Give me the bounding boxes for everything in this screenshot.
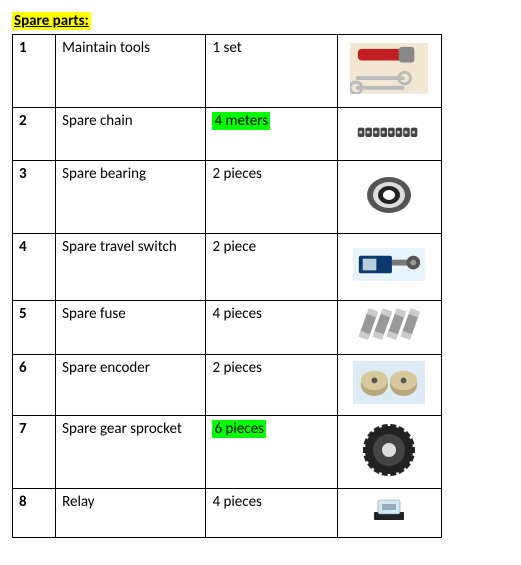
part-image-cell [337, 161, 441, 234]
row-number: 3 [13, 161, 56, 234]
chain-icon [354, 119, 424, 145]
part-image-cell [337, 489, 441, 538]
part-quantity: 4 pieces [212, 493, 261, 511]
table-row: 5Spare fuse 4 pieces [13, 301, 442, 355]
row-number: 6 [13, 355, 56, 416]
row-number: 4 [13, 234, 56, 301]
sprocket-icon [358, 422, 420, 478]
part-image-cell [337, 301, 441, 355]
table-row: 6Spare encoder 2 pieces [13, 355, 442, 416]
switch-icon [353, 248, 425, 282]
part-quantity: 2 pieces [212, 165, 261, 183]
part-quantity: 4 pieces [212, 305, 261, 323]
part-quantity-cell: 6 pieces [206, 416, 337, 489]
part-quantity-cell: 4 pieces [206, 489, 337, 538]
part-name: Spare encoder [56, 355, 206, 416]
part-image-cell [337, 35, 441, 108]
part-name: Spare chain [56, 108, 206, 161]
bearing-icon [361, 173, 417, 217]
part-quantity: 4 meters [212, 112, 270, 130]
tools-icon [350, 43, 428, 95]
part-quantity: 1 set [212, 39, 241, 57]
encoder-icon [353, 361, 425, 405]
table-row: 2Spare chain 4 meters [13, 108, 442, 161]
part-quantity: 6 pieces [212, 420, 265, 438]
part-name: Spare bearing [56, 161, 206, 234]
part-quantity: 2 piece [212, 238, 256, 256]
part-name: Spare fuse [56, 301, 206, 355]
table-row: 8Relay 4 pieces [13, 489, 442, 538]
row-number: 7 [13, 416, 56, 489]
part-quantity-cell: 2 pieces [206, 355, 337, 416]
part-quantity: 2 pieces [212, 359, 261, 377]
part-image-cell [337, 108, 441, 161]
part-name: Maintain tools [56, 35, 206, 108]
fuse-icon [357, 305, 421, 345]
spare-parts-table: 1Maintain tools 1 set 2Spare chain 4 meter… [12, 34, 442, 538]
row-number: 2 [13, 108, 56, 161]
row-number: 5 [13, 301, 56, 355]
spare-parts-heading: Spare parts: [12, 12, 91, 30]
part-quantity-cell: 2 pieces [206, 161, 337, 234]
row-number: 8 [13, 489, 56, 538]
table-row: 3Spare bearing 2 pieces [13, 161, 442, 234]
row-number: 1 [13, 35, 56, 108]
relay-icon [368, 496, 410, 526]
part-quantity-cell: 4 meters [206, 108, 337, 161]
part-quantity-cell: 4 pieces [206, 301, 337, 355]
table-row: 7Spare gear sprocket 6 pieces [13, 416, 442, 489]
part-name: Spare gear sprocket [56, 416, 206, 489]
table-row: 1Maintain tools 1 set [13, 35, 442, 108]
table-row: 4Spare travel switch 2 piece [13, 234, 442, 301]
part-quantity-cell: 2 piece [206, 234, 337, 301]
part-name: Spare travel switch [56, 234, 206, 301]
part-image-cell [337, 234, 441, 301]
part-image-cell [337, 416, 441, 489]
part-name: Relay [56, 489, 206, 538]
part-quantity-cell: 1 set [206, 35, 337, 108]
part-image-cell [337, 355, 441, 416]
